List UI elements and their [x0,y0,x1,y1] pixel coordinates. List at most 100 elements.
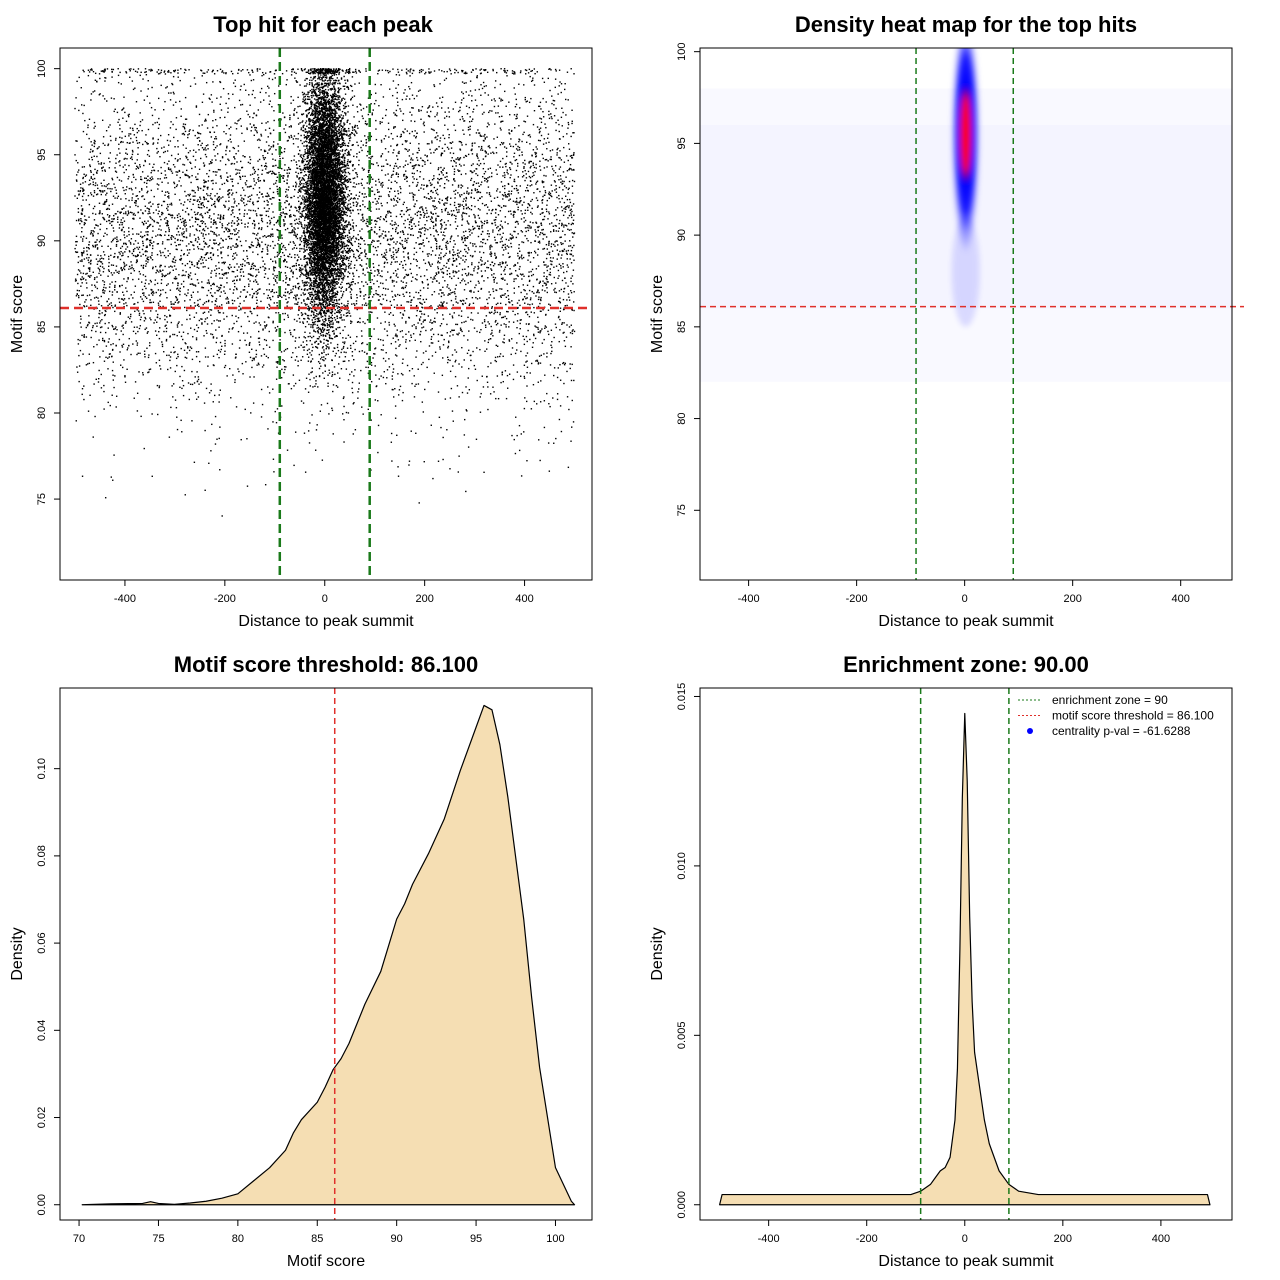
scatter-point [300,221,302,224]
scatter-point [536,71,538,73]
scatter-point [520,291,522,294]
scatter-point [137,310,140,312]
scatter-point [196,186,199,188]
scatter-point [322,71,324,73]
scatter-point [314,80,317,82]
scatter-point [423,214,426,217]
scatter-point [231,194,233,196]
scatter-point [551,95,553,97]
scatter-point [465,244,468,247]
scatter-point [569,258,571,260]
scatter-point [320,119,323,121]
scatter-point [194,213,197,216]
scatter-point [558,275,560,277]
scatter-point [532,257,535,259]
scatter-point [487,179,489,182]
scatter-point [311,203,314,205]
scatter-point [185,228,188,230]
scatter-point [166,86,168,88]
scatter-point [440,107,443,109]
scatter-point [318,302,321,304]
scatter-point [487,302,489,305]
scatter-point [107,357,109,359]
scatter-point [301,273,304,275]
scatter-point [419,234,422,237]
scatter-point [423,301,426,303]
scatter-point [160,218,162,221]
scatter-point [519,107,521,109]
scatter-point [370,243,372,246]
scatter-point [305,284,307,287]
scatter-point [311,147,314,149]
scatter-point [443,204,446,206]
scatter-point [332,242,335,245]
scatter-point [361,184,363,186]
scatter-point [302,186,304,188]
scatter-point [312,305,314,308]
scatter-point [553,442,555,444]
scatter-point [370,210,372,212]
scatter-point [170,154,173,157]
scatter-point [295,262,297,265]
scatter-point [156,253,159,256]
scatter-point [526,189,529,192]
scatter-point [352,235,355,238]
scatter-point [249,356,252,359]
scatter-point [162,251,164,254]
scatter-point [173,136,175,139]
scatter-point [370,229,372,231]
scatter-point [484,324,487,326]
scatter-point [303,251,305,253]
scatter-point [266,204,268,206]
scatter-point [128,250,131,252]
scatter-point [432,225,435,227]
scatter-point [210,192,212,195]
scatter-point [244,408,246,411]
scatter-point [424,212,426,215]
scatter-point [178,180,180,182]
scatter-point [334,109,336,111]
scatter-point [168,230,170,233]
scatter-point [103,202,106,204]
scatter-point [377,294,380,296]
scatter-point [305,135,307,138]
scatter-point [233,222,236,224]
scatter-point [345,188,348,191]
scatter-point [567,249,570,252]
scatter-point [443,71,445,73]
scatter-point [166,163,169,165]
scatter-point [138,246,141,248]
scatter-point [182,331,185,333]
scatter-point [261,250,264,253]
scatter-point [304,131,307,133]
scatter-point [309,340,311,342]
scatter-point [310,131,313,134]
scatter-point [310,167,313,169]
scatter-point [347,245,350,247]
scatter-point [474,216,476,219]
scatter-point [120,180,123,182]
scatter-point [116,176,119,179]
scatter-point [205,253,208,255]
scatter-point [310,173,312,175]
scatter-point [406,209,409,211]
scatter-point [395,87,397,89]
scatter-point [209,239,211,241]
scatter-point [338,163,340,166]
scatter-point [539,169,542,171]
scatter-point [205,149,207,151]
scatter-point [340,213,342,215]
scatter-point [304,337,307,339]
scatter-point [388,136,390,138]
scatter-point [318,328,320,330]
scatter-point [344,142,346,145]
scatter-point [500,381,502,384]
scatter-point [316,327,318,329]
scatter-point [437,119,440,122]
scatter-point [388,179,390,181]
scatter-point [207,356,209,358]
scatter-point [370,156,372,158]
scatter-point [403,131,405,134]
scatter-point [262,248,264,250]
scatter-point [137,301,139,304]
